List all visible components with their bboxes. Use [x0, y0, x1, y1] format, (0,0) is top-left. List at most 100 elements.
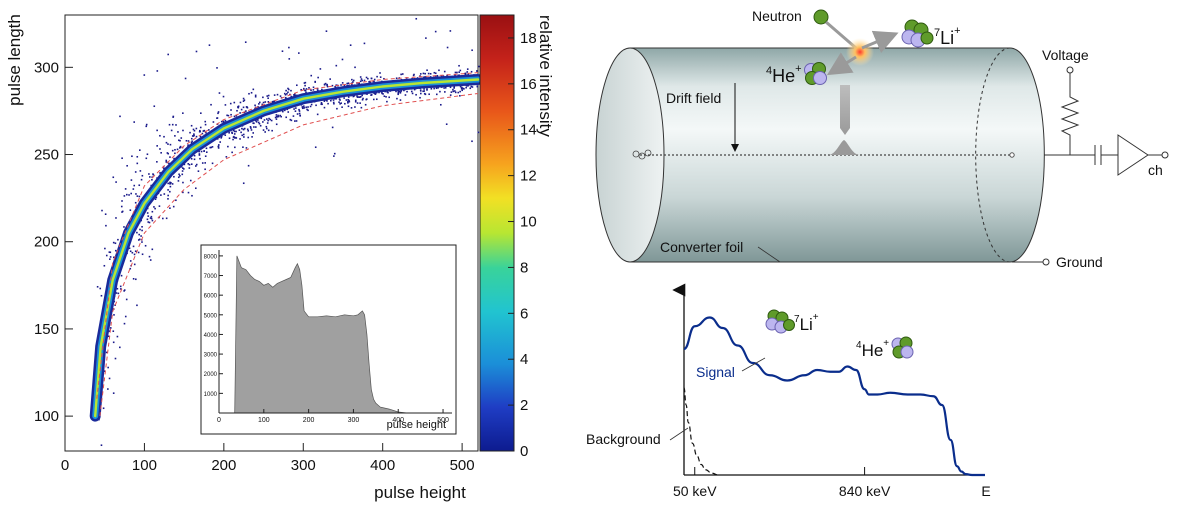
heatmap-cell	[295, 120, 298, 122]
heatmap-cell	[343, 84, 346, 87]
heatmap-cell	[107, 366, 109, 369]
converter-foil-label: Converter foil	[660, 239, 743, 255]
heatmap-cell	[105, 254, 108, 257]
heatmap-cell	[383, 95, 386, 98]
heatmap-cell	[140, 235, 142, 237]
heatmap-cell	[141, 229, 143, 232]
lithium-nucleus	[901, 19, 934, 48]
heatmap-cell	[467, 73, 469, 76]
heatmap-cell	[419, 73, 422, 75]
heatmap-cell	[366, 93, 368, 95]
heatmap-cell	[204, 120, 207, 123]
heatmap-cell	[339, 99, 341, 101]
heatmap-cell	[133, 263, 136, 266]
heatmap-cell	[415, 93, 417, 96]
heatmap-cell	[361, 94, 363, 97]
inset-x-tick-label: 400	[392, 417, 404, 424]
heatmap-cell	[145, 157, 148, 160]
heatmap-cell	[174, 152, 176, 155]
heatmap-cell	[430, 87, 433, 90]
heatmap-cell	[286, 92, 288, 95]
heatmap-cell	[370, 94, 373, 96]
heatmap-cell	[208, 129, 210, 131]
heatmap-cell	[108, 377, 111, 380]
heatmap-cell	[169, 156, 171, 158]
heatmap-cell	[209, 146, 212, 149]
heatmap-cell	[251, 136, 253, 138]
heatmap-cell	[299, 114, 301, 117]
heatmap-cell	[369, 81, 372, 84]
heatmap-cell	[216, 67, 218, 69]
heatmap-cell	[419, 96, 421, 99]
heatmap-cell	[287, 88, 290, 91]
heatmap-cell	[220, 137, 222, 139]
heatmap-cell	[200, 150, 203, 153]
heatmap-cell	[445, 123, 448, 126]
heatmap-cell	[453, 87, 455, 89]
heatmap-cell	[150, 215, 153, 218]
heatmap-cell	[423, 76, 425, 79]
heatmap-cell	[329, 78, 331, 80]
heatmap-cell	[275, 123, 278, 126]
heatmap-cell	[195, 127, 198, 130]
heatmap-cell	[265, 127, 268, 130]
colorbar-tick-label: 12	[520, 168, 537, 185]
heatmap-cell	[279, 114, 281, 117]
voltage-label: Voltage	[1042, 47, 1089, 63]
heatmap-cell	[471, 140, 473, 143]
heatmap-cell	[275, 118, 278, 120]
heatmap-cell	[242, 97, 245, 100]
colorbar-ticks: 0 2 4 6 8 10 12 14 16 18	[508, 30, 537, 460]
heatmap-cell	[172, 205, 175, 208]
heatmap-cell	[222, 120, 225, 123]
heatmap-cell	[305, 91, 307, 94]
heatmap-cell	[233, 115, 236, 118]
heatmap-cell	[199, 130, 201, 133]
heatmap-cell	[208, 44, 211, 46]
inset-y-tick-label: 4000	[204, 333, 218, 339]
heatmap-cell	[183, 163, 186, 166]
heatmap-cell	[388, 96, 391, 99]
helium-label: 4He+	[766, 63, 802, 86]
heatmap-cell	[159, 172, 161, 174]
heatmap-cell	[218, 92, 221, 94]
heatmap-cell	[347, 98, 349, 101]
heatmap-cell	[205, 147, 208, 150]
heatmap-cell	[326, 85, 329, 88]
heatmap-cell	[365, 76, 368, 79]
heatmap-cell	[281, 50, 284, 53]
heatmap-cell	[177, 180, 180, 182]
heatmap-cell	[171, 123, 174, 126]
channel-label: ch	[1148, 162, 1163, 178]
heatmap-cell	[178, 173, 180, 176]
heatmap-cell	[233, 137, 236, 139]
heatmap-cell	[264, 101, 267, 103]
heatmap-cell	[310, 74, 313, 77]
heatmap-cell	[229, 102, 232, 105]
heatmap-cell	[114, 242, 117, 245]
heatmap-cell	[396, 97, 398, 100]
heatmap-cell	[270, 119, 273, 122]
heatmap-cell	[245, 147, 248, 149]
heatmap-cell	[284, 109, 286, 112]
heatmap-cell	[400, 90, 402, 93]
heatmap-cell	[193, 158, 196, 161]
heatmap-cell	[163, 167, 165, 170]
heatmap-cell	[220, 120, 223, 123]
heatmap-cell	[205, 151, 208, 153]
heatmap-cell	[262, 96, 264, 99]
heatmap-cell	[381, 92, 383, 95]
heatmap-cell	[252, 122, 254, 124]
charge-beam	[840, 85, 850, 135]
lithium-track	[861, 30, 899, 54]
heatmap-cell	[300, 88, 302, 91]
heatmap-cell	[363, 42, 366, 45]
heatmap-cell	[149, 217, 152, 219]
heatmap-cell	[316, 87, 319, 90]
heatmap-cell	[365, 98, 368, 101]
heatmap-cell	[173, 157, 175, 160]
heatmap-cell	[356, 96, 359, 98]
heatmap-cell	[174, 135, 176, 137]
heatmap-cell	[242, 128, 245, 131]
heatmap-cell	[182, 181, 184, 184]
